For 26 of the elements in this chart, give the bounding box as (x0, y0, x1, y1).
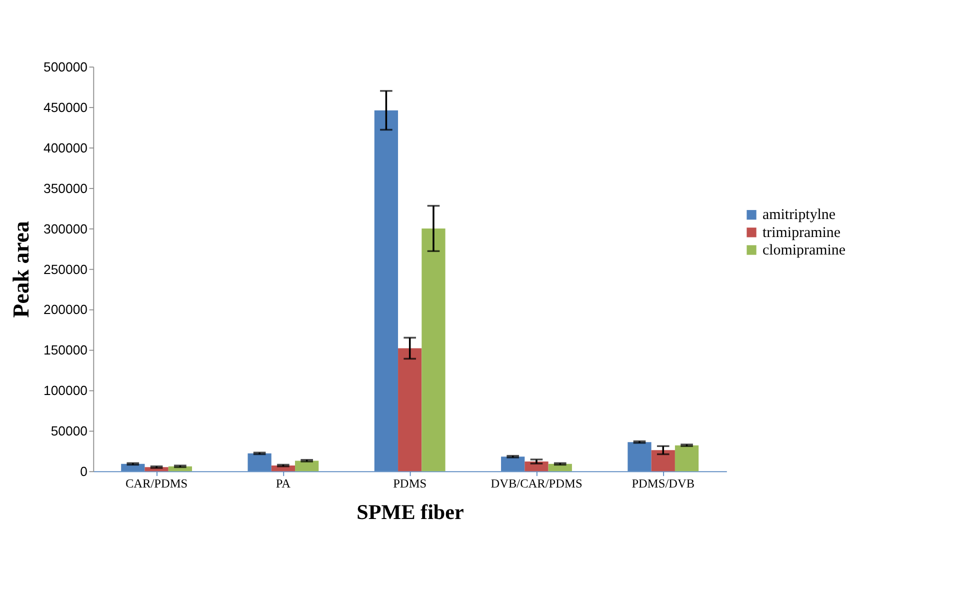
bar (422, 228, 446, 472)
x-tick-label: PDMS (393, 476, 427, 490)
y-axis-title: Peak area (8, 220, 34, 318)
bar (295, 460, 319, 472)
legend-label: clomipramine (762, 242, 846, 258)
y-tick-label: 150000 (43, 342, 88, 358)
x-axis-title: SPME fiber (356, 500, 464, 524)
y-tick-label: 400000 (43, 140, 88, 156)
y-tick-label: 50000 (50, 424, 88, 439)
x-tick-label: CAR/PDMS (125, 476, 188, 490)
bar (674, 445, 699, 472)
x-tick-label: PA (276, 476, 291, 490)
bar (651, 450, 675, 472)
x-tick-label: DVB/CAR/PDMS (490, 476, 582, 490)
y-tick-label: 100000 (43, 383, 88, 398)
y-tick-label: 300000 (43, 221, 88, 236)
y-tick-label: 500000 (43, 59, 88, 74)
y-tick-label: 200000 (43, 302, 88, 318)
x-tick-label: PDMS/DVB (632, 476, 695, 490)
legend-label: amitriptylne (762, 207, 836, 224)
y-tick-label: 450000 (43, 100, 88, 115)
y-tick-label: 350000 (43, 180, 88, 196)
y-tick-label: 250000 (43, 262, 88, 277)
bar (398, 348, 422, 472)
y-tick-label: 0 (80, 464, 88, 480)
legend-label: trimipramine (762, 224, 841, 241)
